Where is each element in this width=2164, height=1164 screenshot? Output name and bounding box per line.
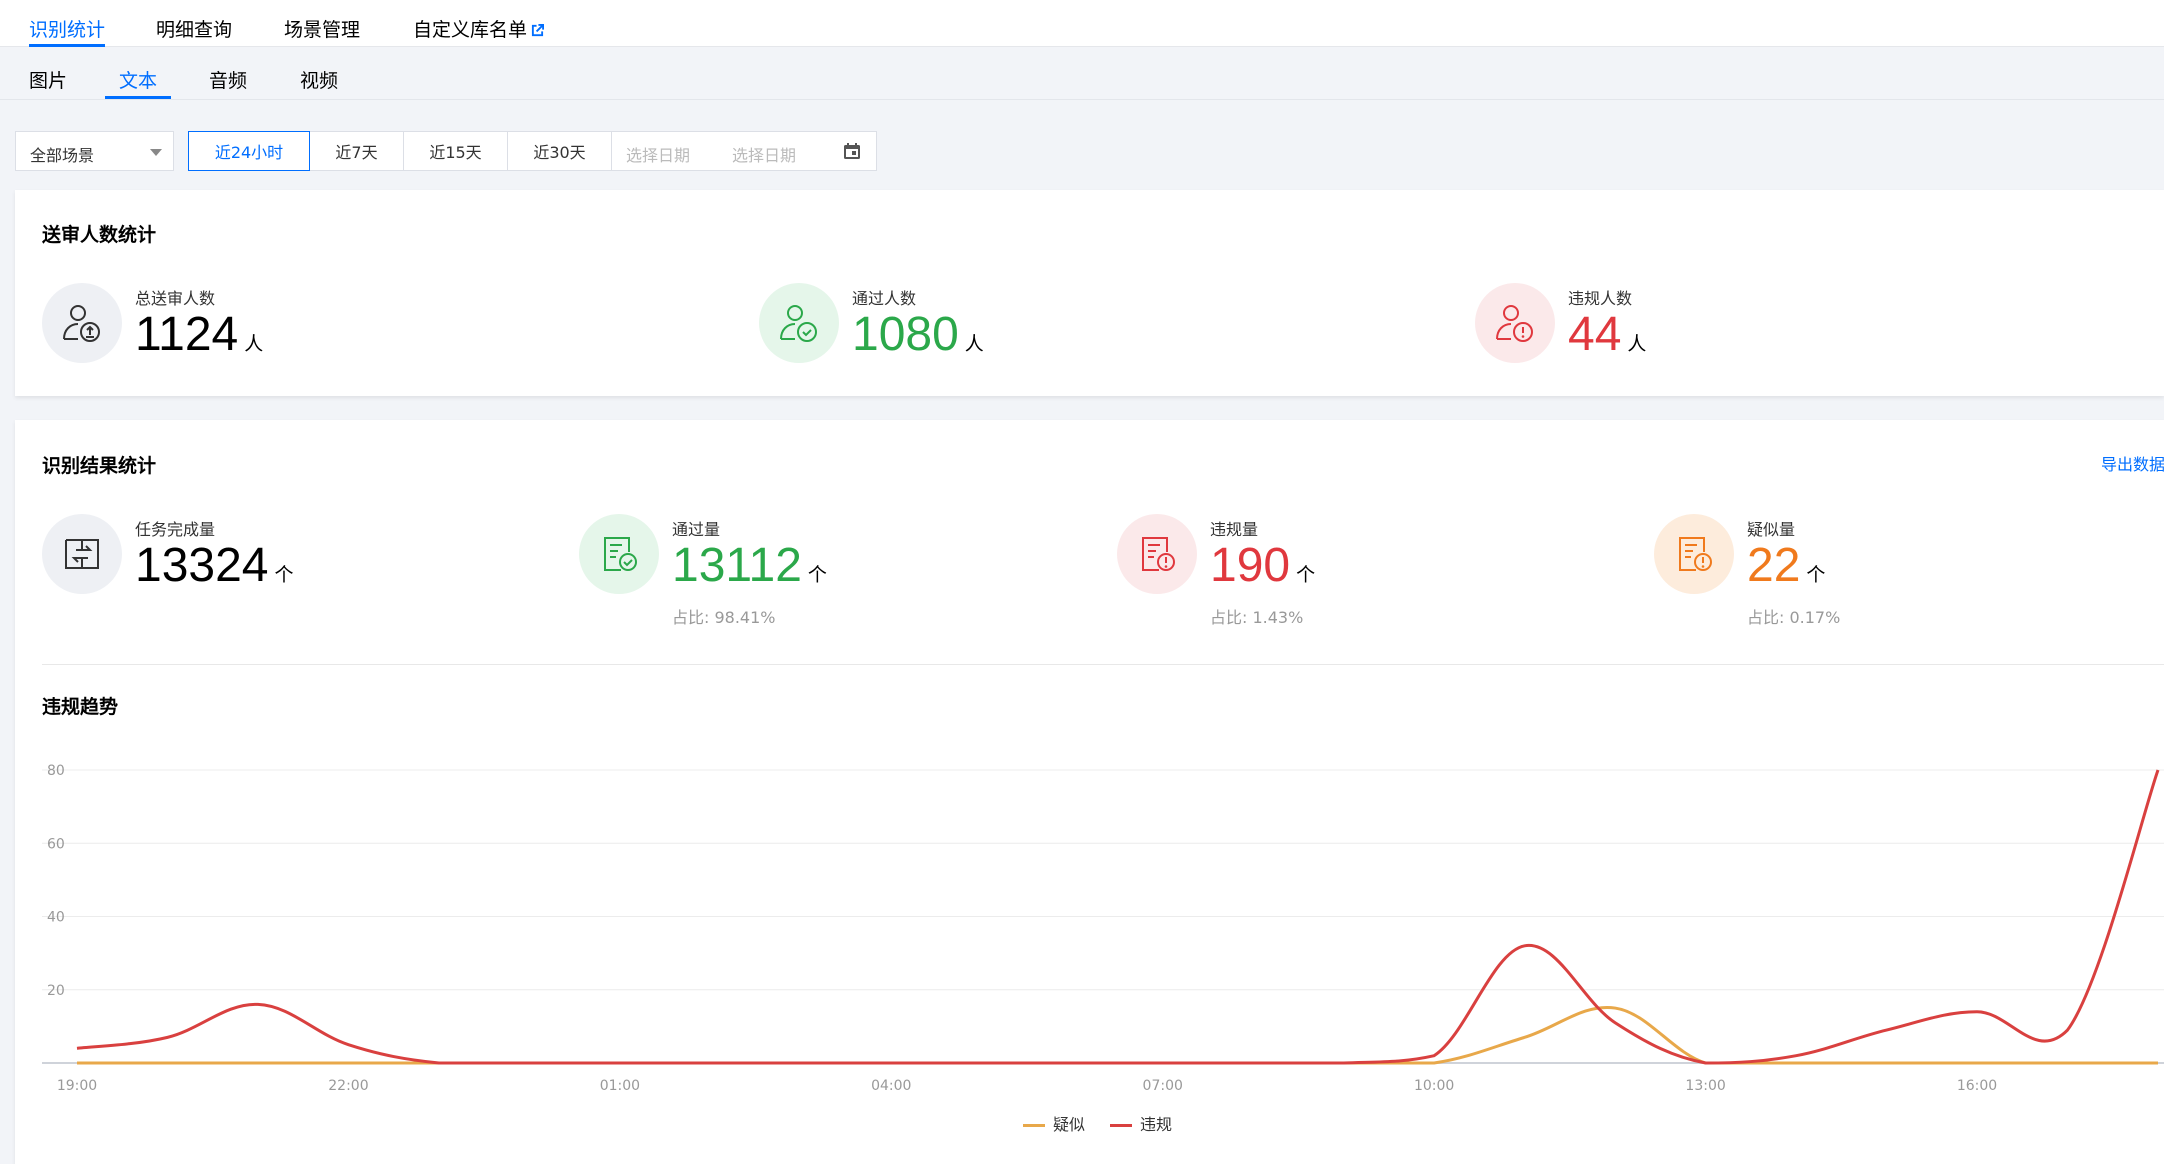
stat-label: 违规人数 <box>1568 289 1633 308</box>
stat-label: 疑似量 <box>1747 520 1796 539</box>
result-stats-title: 识别结果统计 <box>42 455 157 477</box>
doc-alert-icon <box>1117 514 1197 594</box>
time-range-group: 近24小时 近7天 近15天 近30天 选择日期 选择日期 <box>188 131 877 171</box>
legend-item-violation[interactable]: 违规 <box>1110 1111 1172 1135</box>
stat-label: 通过人数 <box>852 289 917 308</box>
stat-value: 13112 个 <box>672 539 827 592</box>
stat-value: 13324 个 <box>135 539 294 592</box>
doc-suspect-icon <box>1654 514 1734 594</box>
calendar-icon[interactable] <box>842 141 862 161</box>
x-tick-label: 01:00 <box>600 1078 640 1094</box>
y-tick-label: 40 <box>47 910 65 926</box>
stat-value: 22 个 <box>1747 539 1826 592</box>
x-tick-label: 07:00 <box>1143 1078 1183 1094</box>
stat-ratio: 占比: 0.17% <box>1747 608 1841 627</box>
scene-select[interactable]: 全部场景 <box>15 131 174 171</box>
series-line-violation <box>76 769 2160 1065</box>
date-range-picker[interactable]: 选择日期 选择日期 <box>611 131 877 171</box>
tab-recognition-stats[interactable]: 识别统计 <box>29 15 106 47</box>
divider <box>42 664 2164 665</box>
sub-nav: 图片 文本 音频 视频 <box>0 48 2164 100</box>
result-stats-card: 识别结果统计 任务完成量 13324 个 通过量 13112 个 占比: 98.41… <box>15 420 2164 1164</box>
stat-value: 190 个 <box>1210 539 1316 592</box>
user-stats-title: 送审人数统计 <box>42 224 157 246</box>
y-tick-label: 20 <box>47 983 65 999</box>
stat-value: 1080 人 <box>852 308 984 361</box>
stat-label: 通过量 <box>672 520 721 539</box>
stat-label: 任务完成量 <box>135 520 216 539</box>
legend-swatch <box>1023 1124 1045 1127</box>
chevron-down-icon <box>150 149 162 156</box>
tab-custom-list[interactable]: 自定义库名单 <box>413 15 545 47</box>
task-icon <box>42 514 122 594</box>
range-30d-button[interactable]: 近30天 <box>507 131 612 171</box>
range-15d-button[interactable]: 近15天 <box>403 131 508 171</box>
violation-trend-chart: 20 40 60 80 19:00 22:00 01:00 04:00 07:00 10:00 13… <box>42 763 2164 1094</box>
doc-check-icon <box>579 514 659 594</box>
start-date-input[interactable]: 选择日期 <box>626 146 691 165</box>
stat-ratio: 占比: 1.43% <box>1210 608 1304 627</box>
stat-ratio: 占比: 98.41% <box>672 608 776 627</box>
stat-value: 1124 人 <box>135 308 264 361</box>
trend-title: 违规趋势 <box>42 696 119 718</box>
tab-video[interactable]: 视频 <box>300 70 339 92</box>
tab-detail-query[interactable]: 明细查询 <box>156 19 233 41</box>
top-nav: 识别统计 明细查询 场景管理 自定义库名单 <box>0 0 2164 47</box>
x-tick-label: 04:00 <box>871 1078 911 1094</box>
tab-image[interactable]: 图片 <box>29 70 68 92</box>
x-tick-label: 19:00 <box>57 1078 97 1094</box>
stat-label: 总送审人数 <box>135 289 216 308</box>
legend-item-suspect[interactable]: 疑似 <box>1023 1111 1085 1135</box>
tab-scene-management[interactable]: 场景管理 <box>284 19 361 41</box>
x-tick-label: 10:00 <box>1414 1078 1454 1094</box>
user-upload-icon <box>42 283 122 363</box>
x-tick-label: 22:00 <box>328 1078 368 1094</box>
y-tick-label: 60 <box>47 836 65 852</box>
stat-label: 违规量 <box>1210 520 1259 539</box>
y-tick-label: 80 <box>47 763 65 779</box>
user-stats-card: 送审人数统计 总送审人数 1124 人 通过人数 1080 人 违规人数 44 人 <box>15 190 2164 396</box>
user-check-icon <box>759 283 839 363</box>
tab-text[interactable]: 文本 <box>105 66 172 99</box>
x-tick-label: 13:00 <box>1685 1078 1725 1094</box>
end-date-input[interactable]: 选择日期 <box>732 146 797 165</box>
range-24h-button[interactable]: 近24小时 <box>188 131 310 171</box>
range-7d-button[interactable]: 近7天 <box>309 131 404 171</box>
external-link-icon <box>531 24 545 37</box>
export-data-link[interactable]: 导出数据 <box>2101 455 2164 474</box>
legend-swatch <box>1110 1124 1132 1127</box>
x-tick-label: 16:00 <box>1957 1078 1997 1094</box>
stat-value: 44 人 <box>1568 308 1647 361</box>
user-alert-icon <box>1475 283 1555 363</box>
tab-audio[interactable]: 音频 <box>209 70 248 92</box>
